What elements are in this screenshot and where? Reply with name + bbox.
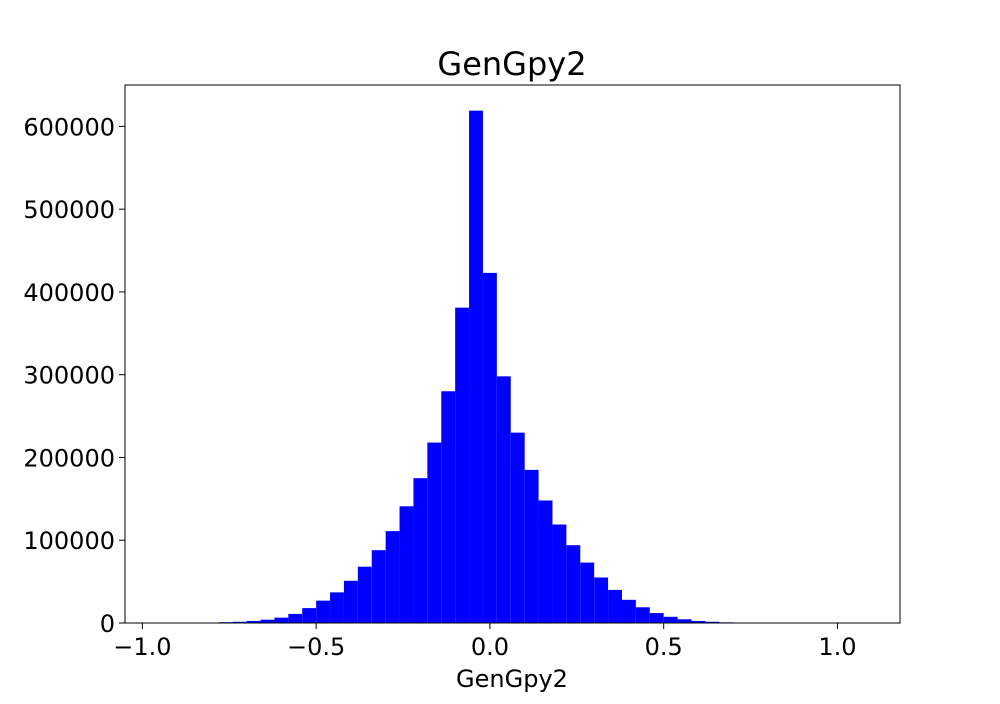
histogram-bar xyxy=(413,478,427,623)
histogram-bar xyxy=(302,608,316,623)
chart-title: GenGpy2 xyxy=(437,45,586,83)
histogram-bar xyxy=(650,613,664,623)
histogram-bar xyxy=(358,567,372,623)
histogram-bar xyxy=(511,433,525,623)
histogram-bar xyxy=(580,563,594,623)
x-axis-label: GenGpy2 xyxy=(456,665,568,693)
histogram-bar xyxy=(483,273,497,623)
histogram-bar xyxy=(344,581,358,623)
y-tick-label: 500000 xyxy=(23,196,115,224)
histogram-bar xyxy=(566,545,580,623)
histogram-bar xyxy=(330,592,344,623)
histogram-bar xyxy=(316,601,330,623)
x-tick-label: 0.5 xyxy=(645,633,683,661)
histogram-bar xyxy=(372,550,386,623)
x-tick-label: −1.0 xyxy=(113,633,171,661)
y-tick-label: 600000 xyxy=(23,113,115,141)
histogram-bar xyxy=(664,617,678,623)
histogram-bar xyxy=(441,391,455,623)
x-tick-label: 1.0 xyxy=(818,633,856,661)
histogram-bar xyxy=(427,443,441,623)
histogram-bar xyxy=(525,470,539,623)
y-tick-label: 400000 xyxy=(23,279,115,307)
y-tick-label: 100000 xyxy=(23,527,115,555)
histogram-bar xyxy=(539,501,553,623)
y-tick-label: 0 xyxy=(100,610,115,638)
histogram-bar xyxy=(594,577,608,623)
histogram-bar xyxy=(636,607,650,623)
histogram-bars xyxy=(219,111,761,623)
histogram-bar xyxy=(552,525,566,623)
x-tick-label: −0.5 xyxy=(287,633,345,661)
histogram-bar xyxy=(386,531,400,623)
histogram-bar xyxy=(455,308,469,623)
histogram-bar xyxy=(622,600,636,623)
histogram-bar xyxy=(288,614,302,623)
x-tick-label: 0.0 xyxy=(471,633,509,661)
histogram-bar xyxy=(678,619,692,623)
histogram-bar xyxy=(469,111,483,623)
y-tick-label: 300000 xyxy=(23,362,115,390)
histogram-bar xyxy=(400,506,414,623)
histogram-bar xyxy=(608,590,622,623)
histogram-bar xyxy=(497,376,511,623)
histogram-bar xyxy=(274,618,288,623)
y-tick-label: 200000 xyxy=(23,444,115,472)
